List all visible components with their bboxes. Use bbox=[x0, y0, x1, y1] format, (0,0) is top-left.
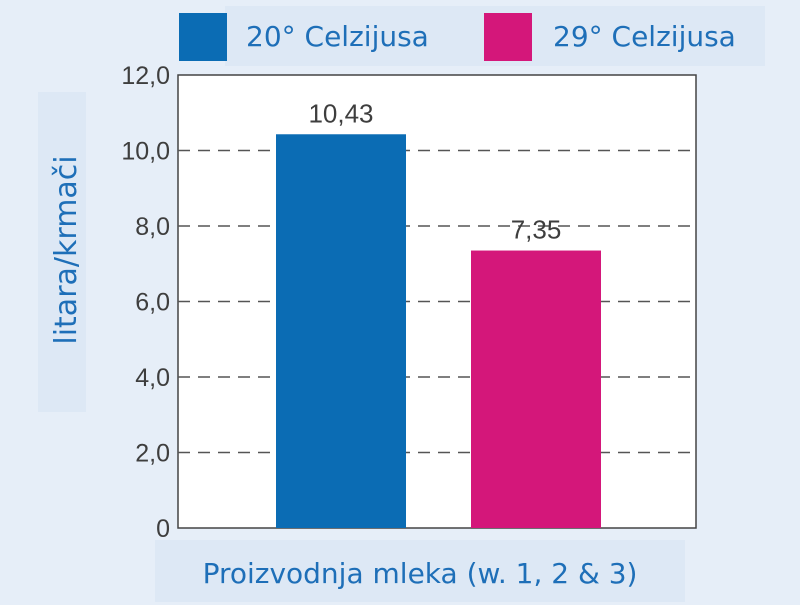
x-axis-title: Proizvodnja mleka (w. 1, 2 & 3) bbox=[203, 557, 638, 590]
bar-value-label: 7,35 bbox=[511, 215, 562, 245]
y-axis-ticks: 0 2,0 4,0 6,0 8,0 10,0 12,0 bbox=[121, 62, 170, 543]
data-labels: 10,43 7,35 bbox=[308, 98, 561, 244]
bar-value-label: 10,43 bbox=[308, 98, 373, 128]
y-tick-label: 8,0 bbox=[135, 213, 170, 241]
legend-label-29c: 29° Celzijusa bbox=[553, 20, 736, 53]
bar bbox=[276, 134, 406, 528]
ylabel-panel bbox=[38, 92, 86, 412]
y-tick-label: 0 bbox=[156, 515, 170, 543]
y-tick-label: 4,0 bbox=[135, 364, 170, 392]
y-tick-label: 10,0 bbox=[121, 138, 170, 166]
xlabel-panel bbox=[155, 540, 685, 602]
legend: 20° Celzijusa 29° Celzijusa bbox=[179, 13, 736, 61]
legend-label-20c: 20° Celzijusa bbox=[246, 20, 429, 53]
y-tick-label: 2,0 bbox=[135, 440, 170, 468]
y-tick-label: 12,0 bbox=[121, 62, 170, 90]
bar bbox=[471, 250, 601, 528]
y-axis-title: litara/krmači bbox=[49, 155, 84, 344]
legend-swatch-29c bbox=[484, 13, 532, 61]
legend-swatch-20c bbox=[179, 13, 227, 61]
bars bbox=[276, 134, 601, 528]
grid-lines bbox=[178, 149, 696, 454]
y-tick-label: 6,0 bbox=[135, 289, 170, 317]
